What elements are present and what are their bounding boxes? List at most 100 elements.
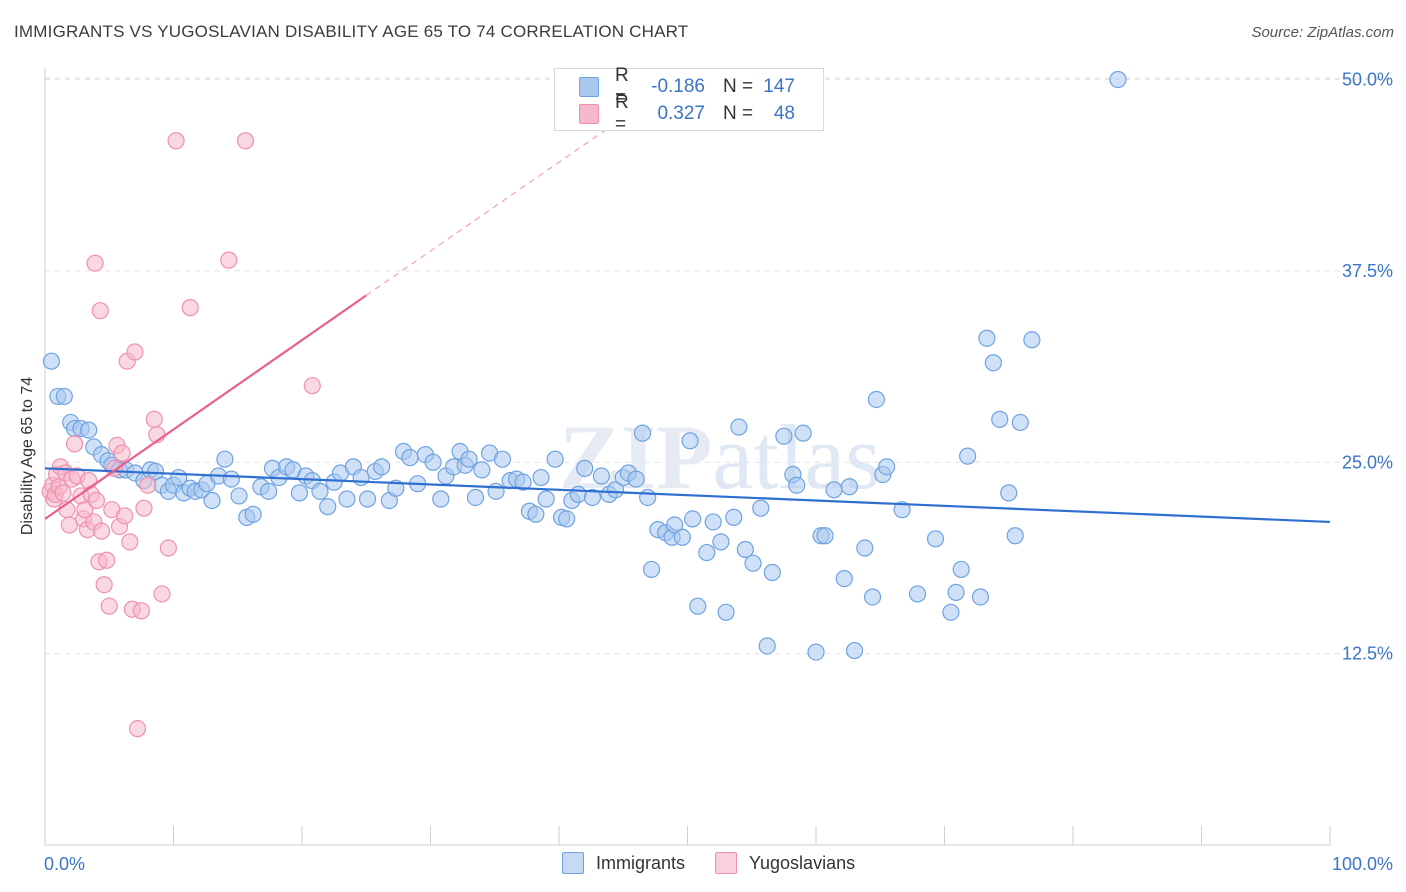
immigrants-point [878,458,896,476]
immigrants-point [666,516,684,534]
yugoslavians-point [65,435,84,453]
immigrants-point [744,554,762,572]
yugoslavians-point [128,720,147,738]
yugoslavians-point [100,597,118,615]
immigrants-point [673,528,691,546]
legend-row-immigrants: R = -0.186 N = 147 [579,65,795,108]
x-tick-labels: 0.0% 100.0% [44,854,1393,874]
immigrants-point [592,467,611,485]
immigrants-point [424,453,442,471]
immigrants-point [216,450,234,468]
immigrants-point [1011,413,1029,432]
immigrants-point [758,637,776,655]
grid-lines [45,77,1392,655]
series-legend: Immigrants Yugoslavians [562,852,885,874]
yugoslavians-point [76,501,94,519]
immigrants-point [1023,331,1041,349]
immigrants-point [863,588,882,606]
immigrants-trend-line [44,467,1331,524]
y-tick-label: 50.0% [1342,70,1393,90]
immigrants-point [867,390,885,409]
immigrants-point [689,597,707,615]
immigrants-point [942,603,960,621]
immigrants-point [290,484,309,502]
correlation-legend: R = -0.186 N = 147 R = 0.327 N = 48 [554,65,824,135]
immigrants-point [788,476,806,494]
yugoslavians-point [95,576,113,594]
n-label: N = [723,103,754,124]
yugoslavians-point [303,377,321,395]
immigrants-point [493,450,512,468]
legend-swatch-yugoslavians [715,852,738,874]
r-value: -0.186 [651,76,705,97]
immigrants-point [752,499,770,517]
immigrants-point [717,603,735,621]
legend-item-yugoslavians: Yugoslavians [715,852,855,874]
immigrants-point [319,498,337,516]
immigrants-point [959,447,977,465]
immigrants-point [763,563,781,582]
immigrants-point [712,533,730,551]
yugoslavians-point [181,299,199,317]
yugoslavians-trend-line [44,294,367,520]
r-value: 0.327 [657,103,705,124]
immigrants-point [244,505,262,523]
immigrants-point [642,560,661,579]
immigrants-point [401,449,419,467]
immigrants-point [358,490,377,508]
axes [44,68,1331,846]
immigrants-point [546,450,564,468]
yugoslavians-point [236,132,255,150]
r-label: R = [615,65,629,108]
yugoslavians-point [121,533,139,551]
immigrants-point [230,487,248,505]
x-tick-label: 0.0% [44,854,85,874]
immigrants-point [1000,484,1018,502]
immigrants-point [583,488,602,507]
immigrants-point [730,418,748,436]
yugoslavians-point [153,585,171,603]
n-value: 147 [763,76,795,97]
immigrants-point [558,510,576,528]
yugoslavians-point [54,484,72,502]
immigrants-point [825,481,843,499]
immigrants-point [991,410,1009,428]
yugoslavians-point [60,516,79,534]
yugoslavians-point [91,302,109,320]
y-tick-label: 12.5% [1342,644,1393,664]
immigrants-point [856,539,874,557]
immigrants-point [387,479,405,497]
legend-swatch-immigrants [562,852,584,874]
immigrants-point [681,432,699,450]
yugoslavians-point [167,132,185,150]
immigrants-points [42,70,1127,661]
immigrants-point [1109,70,1127,89]
y-tick-label: 37.5% [1342,261,1393,281]
yugoslavians-point [87,491,106,510]
legend-label-immigrants: Immigrants [596,852,686,873]
yugoslavians-point [92,522,111,540]
immigrants-point [203,491,221,510]
yugoslavians-point [145,410,163,428]
legend-row-yugoslavians: R = 0.327 N = 48 [579,92,795,135]
immigrants-point [835,570,853,588]
immigrants-point [532,468,550,487]
yugoslavians-point [159,539,177,557]
immigrants-point [684,510,702,528]
immigrants-point [627,470,645,488]
immigrants-point [704,513,722,531]
immigrants-point [908,585,927,603]
yugoslavians-points [41,132,321,738]
y-tick-label: 25.0% [1342,452,1393,472]
immigrants-point [460,450,478,468]
immigrants-point [725,508,743,526]
legend-swatch-yugoslavians [579,104,599,124]
yugoslavians-point [139,476,157,494]
source-credit: Source: ZipAtlas.com [1251,24,1394,41]
y-axis-label: Disability Age 65 to 74 [19,376,36,536]
immigrants-point [222,470,240,488]
immigrants-point [1006,527,1024,545]
yugoslavians-point [116,507,134,525]
yugoslavians-point [98,551,116,569]
